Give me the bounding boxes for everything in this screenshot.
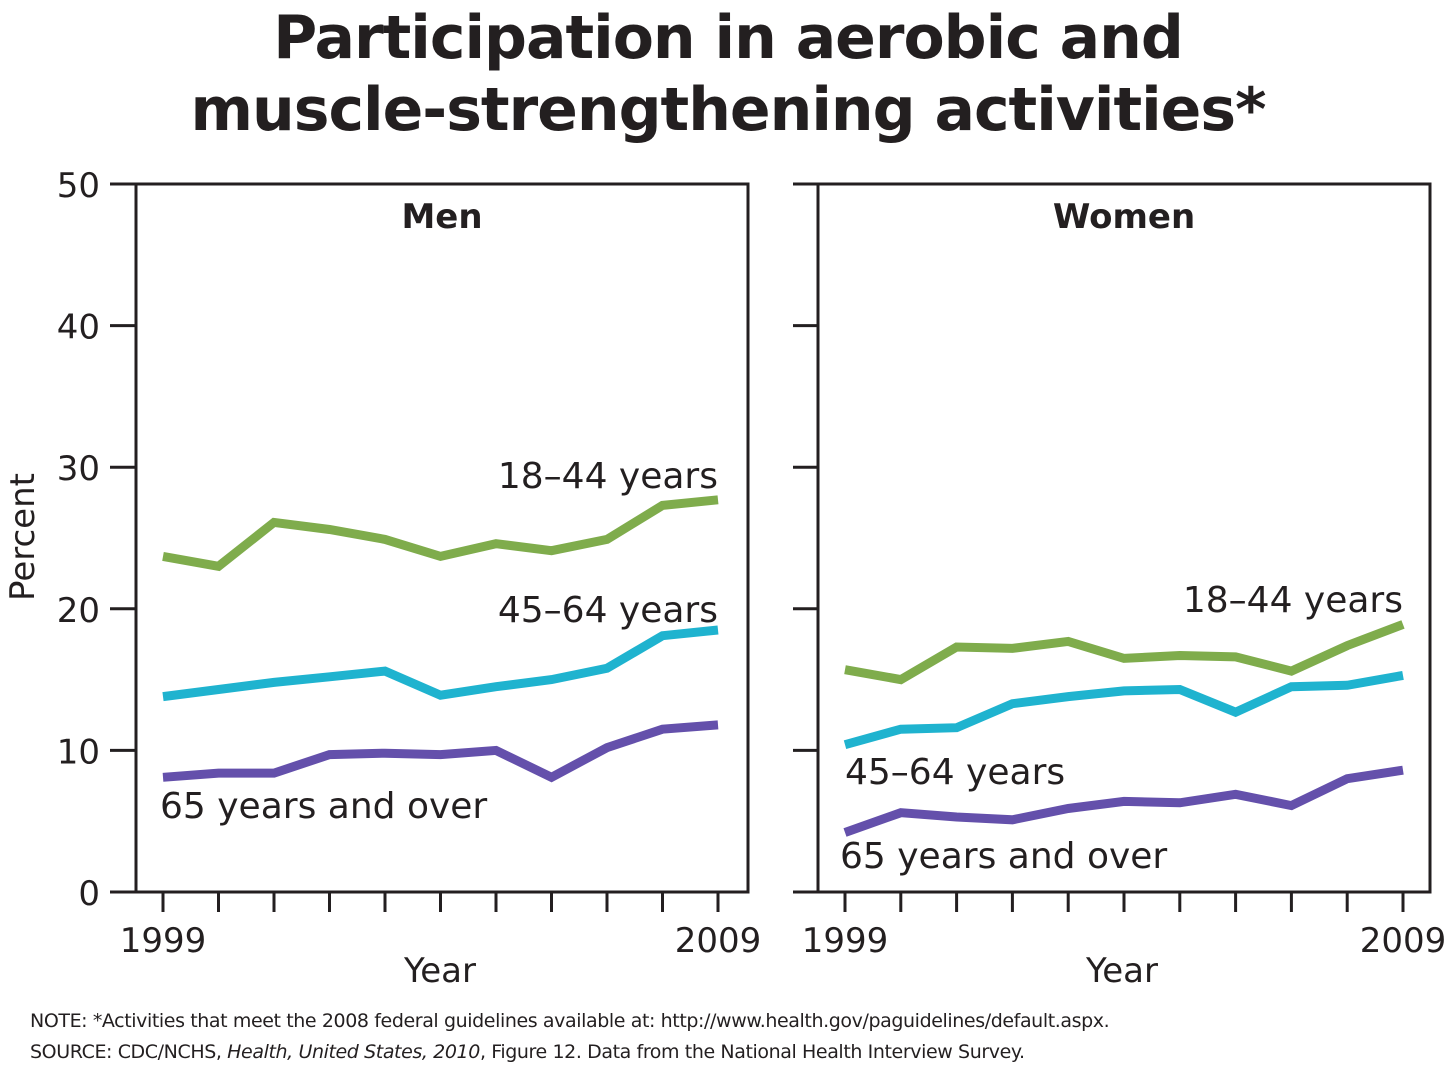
- labels: 0 10 20 30 40 50 1999 2009 Men Year Percent 18–44 y…: [3, 166, 1446, 991]
- women-series-label-age-65-over: 65 years and over: [840, 836, 1167, 877]
- footnote-note: NOTE: *Activities that meet the 2008 fed…: [30, 1010, 1110, 1032]
- women-series-label-age-45-64: 45–64 years: [845, 752, 1065, 793]
- men-y-tick-label-0: 0: [78, 874, 100, 914]
- women-x-tick-label-last: 2009: [1360, 921, 1447, 961]
- men-panel-title: Men: [401, 197, 482, 237]
- y-axis-label: Percent: [3, 473, 43, 601]
- source-prefix: SOURCE: CDC/NCHS,: [30, 1041, 228, 1063]
- women-x-axis-label: Year: [1085, 951, 1158, 991]
- men-series-label-age-45-64: 45–64 years: [498, 590, 718, 631]
- men-series-label-age-18-44: 18–44 years: [498, 456, 718, 497]
- women-series-label-age-18-44: 18–44 years: [1183, 580, 1403, 621]
- men-series-line-age-45-64: [162, 625, 719, 702]
- chart-title-line-1: Participation in aerobic and: [273, 3, 1184, 73]
- men-x-tick-label-first: 1999: [120, 921, 207, 961]
- axes: [110, 182, 1405, 912]
- series-lines: [162, 495, 1405, 837]
- men-series-label-age-65-over: 65 years and over: [160, 786, 487, 827]
- chart-title-line-2: muscle-strengthening activities*: [190, 75, 1267, 145]
- women-panel-title: Women: [1053, 197, 1195, 237]
- men-y-tick-label-10: 10: [57, 732, 100, 772]
- men-y-tick-label-30: 30: [57, 449, 100, 489]
- chart-title: Participation in aerobic and muscle-stre…: [0, 0, 1456, 146]
- women-series-line-age-45-64: [843, 670, 1404, 750]
- women-series-line-age-18-44: [844, 620, 1405, 685]
- source-suffix: , Figure 12. Data from the National Heal…: [479, 1041, 1025, 1063]
- men-x-tick-label-last: 2009: [675, 921, 762, 961]
- men-series-line-age-65-over: [162, 720, 719, 783]
- men-x-axis-label: Year: [403, 951, 476, 991]
- source-publication-title: Health, United States, 2010: [227, 1041, 480, 1063]
- men-series-line-age-18-44: [162, 495, 719, 572]
- men-y-tick-label-20: 20: [57, 591, 100, 631]
- men-y-tick-label-50: 50: [57, 166, 100, 206]
- women-series-line-age-65-over: [843, 765, 1404, 837]
- men-y-tick-label-40: 40: [57, 308, 100, 348]
- footnote-source: SOURCE: CDC/NCHS, Health, United States,…: [30, 1041, 1025, 1063]
- women-x-tick-label-first: 1999: [802, 921, 889, 961]
- chart-figure: 0 10 20 30 40 50 1999 2009 Men Year Percent 18–44 y…: [3, 166, 1446, 991]
